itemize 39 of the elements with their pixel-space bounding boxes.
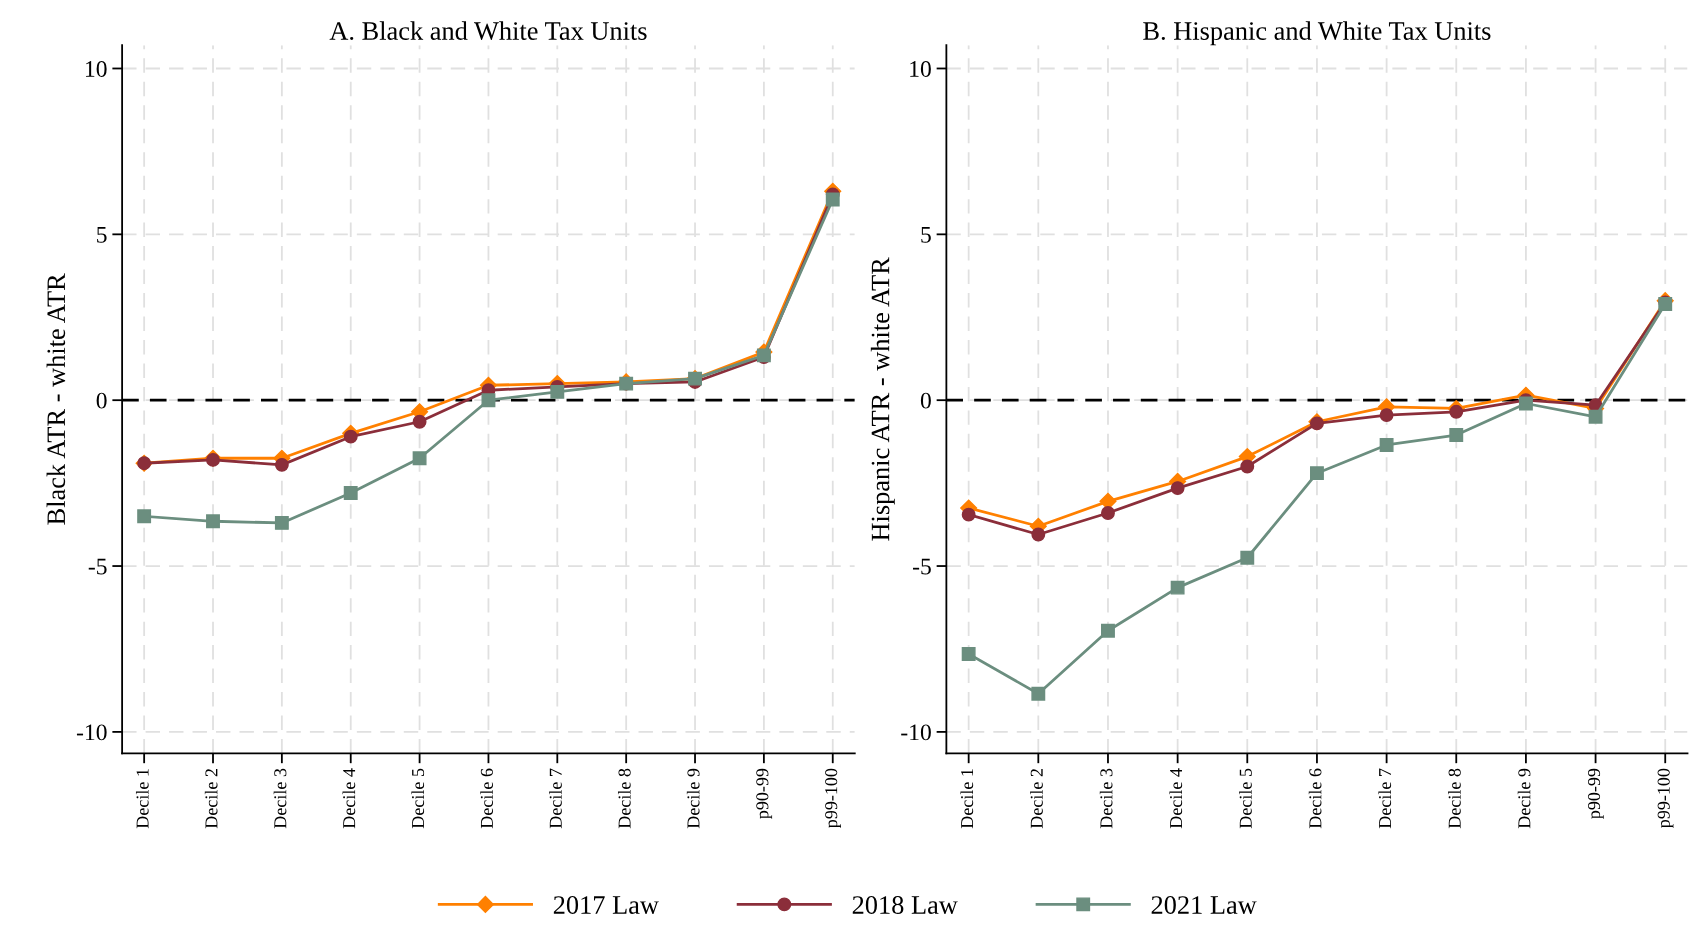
chart-title: A. Black and White Tax Units — [329, 21, 647, 41]
x-tick-label: Decile 9 — [1517, 768, 1531, 829]
legend-label: 2018 Law — [852, 896, 958, 914]
x-tick-label: Decile 2 — [1030, 769, 1043, 829]
y-tick-label: -10 — [901, 724, 931, 741]
x-tick-label: Decile 3 — [273, 768, 287, 829]
x-tick-label: Decile 1 — [960, 769, 974, 829]
y-tick-label: 10 — [910, 60, 931, 77]
x-tick-label: Decile 4 — [1169, 768, 1183, 829]
x-tick-label: Decile 6 — [1308, 768, 1322, 829]
x-tick-label: Decile 6 — [480, 768, 493, 829]
y-tick-label: -5 — [913, 558, 931, 575]
y-tick-label: 5 — [97, 227, 107, 243]
y-axis-title: Black ATR - white ATR — [46, 273, 66, 525]
x-tick-label: Decile 4 — [342, 768, 356, 829]
x-tick-label: p90-99 — [1587, 768, 1604, 819]
x-tick-label: Decile 5 — [411, 768, 425, 829]
chart-title: B. Hispanic and White Tax Units — [1143, 21, 1491, 46]
x-tick-label: Decile 8 — [1448, 768, 1461, 829]
x-tick-label: Decile 7 — [1378, 768, 1392, 829]
y-tick-label: 0 — [920, 392, 931, 409]
x-tick-label: Decile 3 — [1099, 768, 1113, 829]
x-tick-label: Decile 5 — [1239, 768, 1252, 829]
legend-label: 2021 Law — [1151, 896, 1257, 914]
y-tick-label: -5 — [88, 558, 107, 575]
legend-label: 2017 Law — [553, 896, 659, 914]
x-tick-label: Decile 1 — [135, 769, 149, 829]
y-tick-label: -10 — [76, 724, 107, 741]
x-tick-label: Decile 7 — [549, 768, 562, 829]
y-tick-label: 10 — [85, 60, 107, 77]
x-tick-label: p90-99 — [756, 768, 773, 819]
x-tick-label: Decile 9 — [686, 768, 700, 829]
x-tick-label: p99-100 — [1657, 768, 1674, 828]
x-tick-label: Decile 2 — [204, 769, 218, 829]
y-axis-title: Hispanic ATR - white ATR — [870, 257, 895, 541]
y-tick-label: 0 — [96, 392, 107, 409]
x-tick-label: p99-100 — [825, 768, 841, 828]
x-tick-label: Decile 8 — [617, 768, 631, 829]
y-tick-label: 5 — [921, 227, 931, 243]
